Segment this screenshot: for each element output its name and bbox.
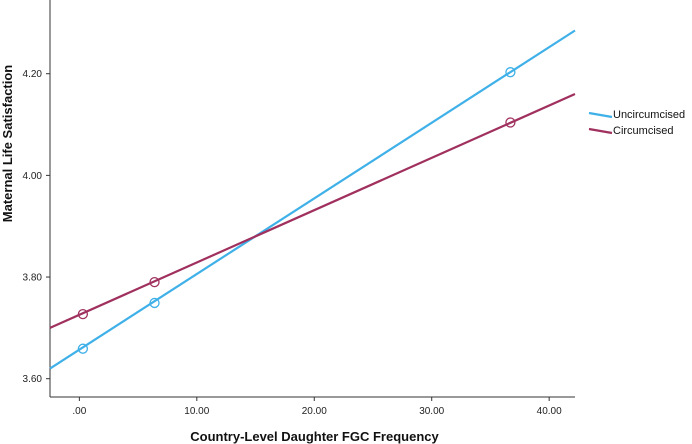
legend: Uncircumcised Circumcised [588,109,685,137]
y-axis-title: Maternal Life Satisfaction [0,65,15,223]
uncircumcised-fit-line [49,29,576,370]
axes: .00 10.00 20.00 30.00 40.00 3.60 3.80 4.00 4.20 C… [0,0,575,444]
uncircumcised-point [149,297,160,309]
x-axis-title: Country-Level Daughter FGC Frequency [190,429,439,444]
y-tick-label: 4.00 [23,171,43,182]
y-tick-label: 4.20 [23,69,43,80]
circumcised-point [149,276,160,288]
x-tick-label: 10.00 [184,406,209,417]
y-tick-label: 3.60 [23,374,43,385]
x-tick-label: 30.00 [419,406,444,417]
uncircumcised-legend-label: Uncircumcised [613,109,685,121]
circumcised-point [505,117,516,128]
circumcised-legend-label: Circumcised [613,125,674,137]
uncircumcised-legend-swatch [588,111,613,119]
circumcised-legend-swatch [588,127,613,135]
circumcised-point [77,308,89,320]
uncircumcised-point [505,67,516,78]
y-tick-label: 3.80 [23,273,43,284]
x-tick-label: 40.00 [537,406,562,417]
circumcised-fit-line [49,93,576,329]
uncircumcised-point [77,343,89,354]
x-tick-label: 20.00 [302,406,327,417]
x-tick-label: .00 [72,406,86,417]
series-layer [49,29,576,370]
